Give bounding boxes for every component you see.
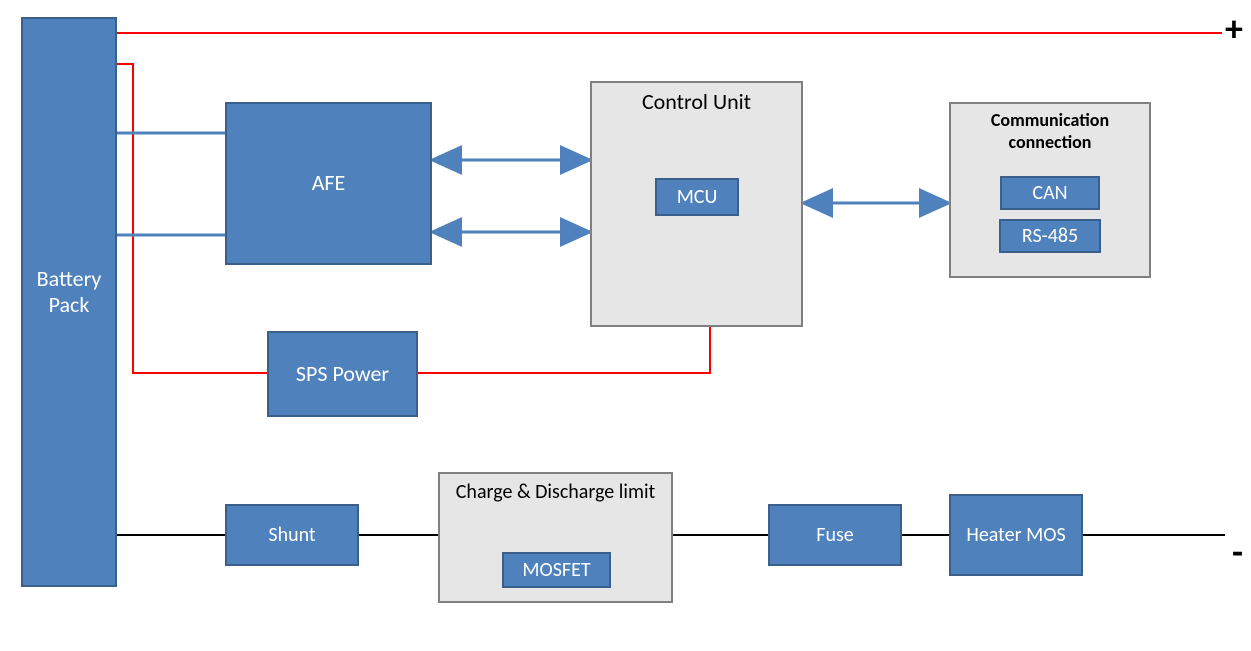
control_unit_panel-label: Control Unit — [642, 89, 751, 115]
diagram-stage: + + – - Battery Pack AFE SPS Power Contr… — [0, 0, 1251, 651]
heater_mos-label: Heater MOS — [966, 523, 1065, 547]
shunt-block: Shunt — [225, 504, 359, 566]
battery_pack-label: Battery Pack — [23, 266, 115, 319]
comm_panel-label: Communication connection — [959, 110, 1141, 153]
rs485-block: RS-485 — [999, 219, 1101, 253]
mosfet-label: MOSFET — [522, 558, 590, 582]
mosfet-block: MOSFET — [502, 552, 611, 588]
mcu-block: MCU — [655, 178, 739, 216]
fuse-label: Fuse — [816, 523, 853, 547]
minus-right-terminal: - — [1232, 530, 1243, 574]
can-block: CAN — [1000, 176, 1100, 210]
afe-label: AFE — [312, 170, 346, 196]
afe-block: AFE — [225, 102, 432, 265]
charge_panel-label: Charge & Discharge limit — [456, 480, 655, 504]
can-label: CAN — [1032, 181, 1067, 205]
sps_power-label: SPS Power — [296, 361, 389, 387]
mcu-label: MCU — [677, 185, 718, 209]
shunt-label: Shunt — [268, 523, 315, 547]
sps-power-block: SPS Power — [267, 331, 418, 417]
battery-pack-block: Battery Pack — [21, 17, 117, 587]
plus-right-terminal: + — [1225, 7, 1243, 51]
fuse-block: Fuse — [768, 504, 902, 566]
sps-to-control — [418, 327, 710, 373]
rs485-label: RS-485 — [1022, 224, 1078, 248]
heater-mos-block: Heater MOS — [949, 494, 1083, 576]
